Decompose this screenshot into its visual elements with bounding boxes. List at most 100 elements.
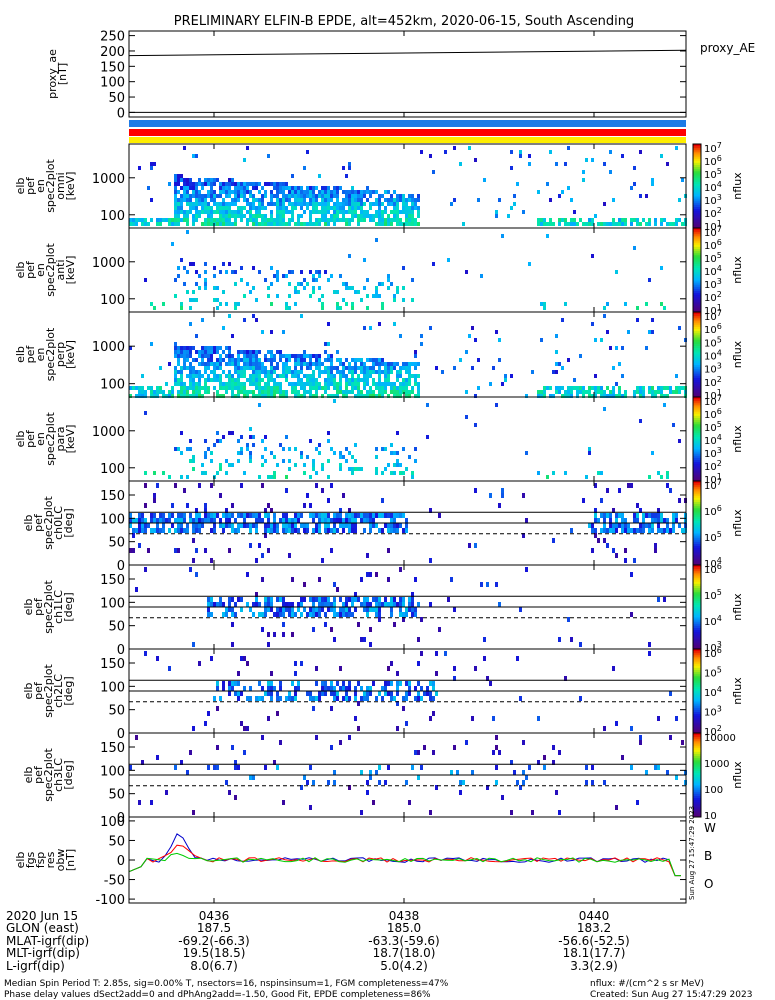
colorbar-tick: 103 — [704, 193, 722, 207]
y-tick-label: 0 — [117, 854, 125, 869]
footer-row-value: 183.2 — [577, 921, 611, 935]
y-tick-label: 100 — [100, 815, 125, 830]
colorbar-tick: 107 — [704, 141, 722, 155]
y-tick-label: 100 — [100, 462, 125, 477]
colorbar-tick: 104 — [704, 685, 722, 699]
colorbar-tick: 103 — [704, 705, 722, 719]
colorbar-label: nflux — [731, 172, 744, 200]
footer-row-value: -56.6(-52.5) — [558, 934, 629, 948]
y-tick-label: 100 — [100, 76, 125, 91]
footer-row-value: -63.3(-59.6) — [368, 934, 439, 948]
y-axis-label: elbpefenspec2plotperp[keV] — [14, 327, 77, 381]
footer-row: MLAT-igrf(dip) -69.2(-66.3) -63.3(-59.6) -5… — [6, 934, 630, 948]
colorbar-label: nflux — [731, 593, 744, 621]
y-tick-label: 0 — [117, 643, 125, 658]
colorbar-tick: 107 — [704, 478, 722, 492]
spectrogram-cells — [135, 567, 666, 647]
spectrogram-cells — [129, 483, 687, 563]
colorbar-tick: 104 — [704, 614, 722, 628]
y-tick-label: 200 — [100, 45, 125, 60]
colorbar-tick: 10 — [704, 811, 717, 822]
y-axis-label: elbpefspec2plotch2LC[deg] — [22, 664, 75, 718]
colorbar-tick: 106 — [704, 562, 722, 576]
legend-o: O — [704, 877, 713, 891]
y-tick-label: 150 — [100, 657, 125, 672]
units-note: nflux: #/(cm^2 s sr MeV) — [590, 979, 704, 989]
y-axis-label: elbpefspec2plotch3LC[deg] — [22, 748, 75, 802]
footer-row-value: 8.0(6.7) — [190, 959, 238, 973]
colorbar-tick: 105 — [704, 420, 722, 434]
y-tick-label: 100 — [100, 293, 125, 308]
y-tick-label: 1000 — [92, 172, 125, 187]
y-tick-label: 100 — [100, 512, 125, 527]
colorbar-tick: 103 — [704, 446, 722, 460]
footer-row-value: 0436 — [199, 909, 230, 923]
footer-row-label: MLAT-igrf(dip) — [6, 934, 89, 948]
footer-row-label: L-igrf(dip) — [6, 959, 65, 973]
colorbar-tick: 106 — [704, 238, 722, 252]
footer-row-value: 18.1(17.7) — [563, 946, 626, 960]
y-tick-label: 1000 — [92, 425, 125, 440]
colorbar-tick: 106 — [704, 154, 722, 168]
y-tick-label: 100 — [100, 209, 125, 224]
y-tick-label: 50 — [108, 91, 125, 106]
colorbar-tick: 107 — [704, 225, 722, 239]
colorbar-tick: 102 — [704, 459, 722, 473]
spectrogram-cells — [129, 314, 687, 398]
colorbar-tick: 106 — [704, 407, 722, 421]
spectrogram-cells — [129, 735, 687, 815]
y-axis-label: proxy_ae[nT] — [46, 49, 69, 99]
y-tick-label: 100 — [100, 378, 125, 393]
y-axis-label: elbpefspec2plotch0LC[deg] — [22, 496, 75, 550]
state-bar-yellow — [129, 137, 686, 143]
colorbar-tick: 107 — [704, 309, 722, 323]
y-tick-label: 50 — [108, 620, 125, 635]
legend-b: B — [704, 849, 712, 863]
footer-note-2: Phase delay values dSect2add=0 and dPhAn… — [4, 990, 431, 1000]
footer-row-value: 0440 — [579, 909, 610, 923]
spectrogram-cells — [144, 399, 681, 479]
footer-row: 2020 Jun 15 0436 0438 0440 — [6, 909, 609, 923]
colorbar-label: nflux — [731, 425, 744, 453]
panel-frame — [128, 227, 687, 313]
panel-frame — [128, 30, 687, 118]
y-tick-label: 0 — [117, 727, 125, 742]
footer-row-value: 0438 — [389, 909, 420, 923]
y-tick-label: 1000 — [92, 256, 125, 271]
legend-w: W — [704, 821, 716, 835]
footer-row-value: 3.3(2.9) — [570, 959, 618, 973]
footer-row-label: MLT-igrf(dip) — [6, 946, 80, 960]
y-tick-label: 100 — [100, 596, 125, 611]
y-tick-label: 0 — [117, 106, 125, 121]
panel-elb_pef_spec2plot_ch3LC: 150100500elbpefspec2plotch3LC[deg]100001… — [22, 732, 744, 826]
footer-row: L-igrf(dip) 8.0(6.7) 5.0(4.2) 3.3(2.9) — [6, 959, 618, 973]
colorbar-label: nflux — [731, 340, 744, 368]
y-tick-label: -100 — [95, 893, 125, 908]
y-tick-label: 1000 — [92, 340, 125, 355]
fsp-line — [128, 852, 681, 877]
y-axis-label: elbpefenspec2plotanti[keV] — [14, 243, 77, 297]
y-tick-label: 100 — [100, 680, 125, 695]
footer-row-value: 19.5(18.5) — [183, 946, 246, 960]
y-tick-label: -50 — [104, 874, 125, 889]
footer-row-label: 2020 Jun 15 — [6, 909, 78, 923]
plot-title: PRELIMINARY ELFIN-B EPDE, alt=452km, 202… — [174, 14, 634, 29]
obw-line — [128, 833, 681, 877]
panel-elb_pef_en_spec2plot_perp: 1000 100 elbpefenspec2plotperp[keV] 1071061… — [14, 309, 744, 402]
created-note: Created: Sun Aug 27 15:47:29 2023 — [590, 990, 752, 1000]
footer-row-value: -69.2(-66.3) — [178, 934, 249, 948]
colorbar: 10000 1000 100 10 nflux — [692, 732, 744, 822]
colorbar-tick: 105 — [704, 167, 722, 181]
footer-row-value: 18.7(18.0) — [373, 946, 436, 960]
colorbar-tick: 100 — [704, 785, 723, 796]
colorbar-label: nflux — [731, 509, 744, 537]
spectrogram-cells — [144, 651, 678, 731]
colorbar-tick: 106 — [704, 322, 722, 336]
